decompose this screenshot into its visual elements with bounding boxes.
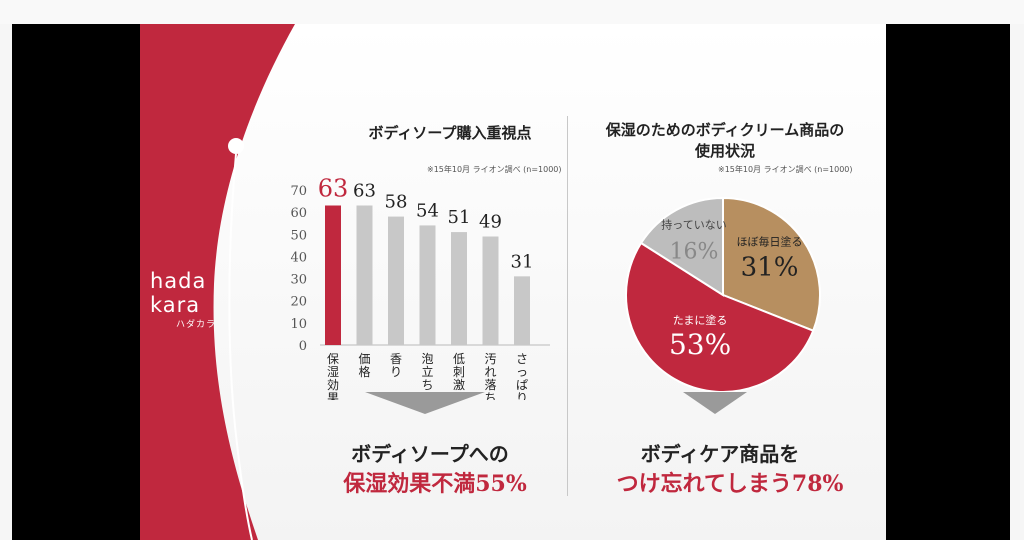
bar-value-label: 31	[511, 251, 534, 272]
category-label: 香り	[390, 352, 402, 379]
bar	[419, 225, 436, 345]
white-curve	[228, 153, 253, 540]
category-label: 価格	[358, 352, 370, 379]
bar-value-label: 63	[353, 181, 376, 202]
bar-value-label: 58	[385, 192, 408, 213]
pie-chart-title: 保湿のためのボディクリーム商品の 使用状況	[580, 119, 870, 161]
y-tick-label: 70	[290, 184, 307, 199]
y-tick-label: 50	[290, 228, 307, 243]
category-label: 泡立ち	[421, 352, 433, 392]
logo-line1: hada	[150, 269, 207, 293]
bar	[514, 276, 530, 345]
bar	[388, 216, 404, 345]
right-summary-line2: つけ忘れてしまう78%	[616, 471, 844, 497]
letterbox-left	[12, 24, 140, 540]
y-tick-label: 10	[290, 317, 307, 332]
pie-slice-label: たまに塗る	[673, 313, 728, 327]
left-summary-line1: ボディソープへの	[351, 442, 509, 466]
pie-slice-value: 53%	[669, 328, 731, 361]
top-bar	[0, 0, 1024, 24]
bar-value-label: 63	[318, 175, 349, 203]
bar	[356, 205, 373, 345]
pie-title-line2: 使用状況	[694, 142, 755, 160]
pie-slice-value: 16%	[670, 239, 719, 264]
y-tick-label: 30	[290, 273, 307, 288]
category-label: 汚れ落ち	[484, 352, 496, 400]
y-tick-label: 60	[290, 206, 307, 221]
presentation-slide: hada kara ハダカラ ボディソープ購入重視点 ※15年10月 ライオン調…	[140, 24, 886, 540]
right-summary-line1: ボディケア商品を	[640, 442, 800, 466]
pie-slice	[722, 196, 821, 333]
pie-slice-label: ほぼ毎日塗る	[737, 234, 803, 248]
brand-swoosh-decoration	[140, 24, 295, 540]
left-summary-line2: 保湿効果不満55%	[343, 471, 527, 497]
white-dot	[228, 138, 244, 154]
pie-chart-note: ※15年10月 ライオン調べ (n=1000)	[718, 165, 853, 174]
bar-chart-note: ※15年10月 ライオン調べ (n=1000)	[427, 165, 562, 174]
category-label: さっぱり感	[516, 352, 528, 400]
bar	[451, 232, 467, 345]
bar	[482, 236, 499, 345]
bar-value-label: 49	[479, 212, 502, 233]
pie-title-line1: 保湿のためのボディクリーム商品の	[605, 121, 845, 139]
down-arrow-right	[683, 392, 747, 414]
bar-chart-title: ボディソープ購入重視点	[368, 124, 532, 142]
red-swoosh	[140, 24, 295, 540]
panel-divider	[567, 116, 568, 496]
category-label: 保湿効果	[327, 352, 339, 400]
letterbox-right	[886, 24, 1010, 540]
brand-logo: hada kara ハダカラ	[150, 269, 220, 330]
logo-line2: kara	[150, 293, 201, 317]
bar-value-label: 51	[448, 207, 471, 228]
y-tick-label: 40	[290, 250, 307, 265]
bar-chart: 0 10 20 30 40 50 60 70 63 保湿効果 63 価格 58 香り 54 泡立ち 51 低刺激 4…	[290, 175, 550, 400]
pie-slice	[625, 241, 815, 393]
category-label: 低刺激	[453, 352, 465, 392]
pie-slice-label: 持っていない	[661, 217, 726, 231]
bar-value-label: 54	[416, 200, 439, 221]
y-tick-label: 0	[299, 339, 307, 354]
pie-slice	[639, 196, 724, 297]
down-arrow-left	[365, 392, 485, 414]
bar	[325, 205, 341, 345]
y-tick-label: 20	[290, 295, 307, 310]
pie-slice-value: 31%	[741, 252, 799, 282]
logo-kana: ハダカラ	[176, 320, 217, 330]
